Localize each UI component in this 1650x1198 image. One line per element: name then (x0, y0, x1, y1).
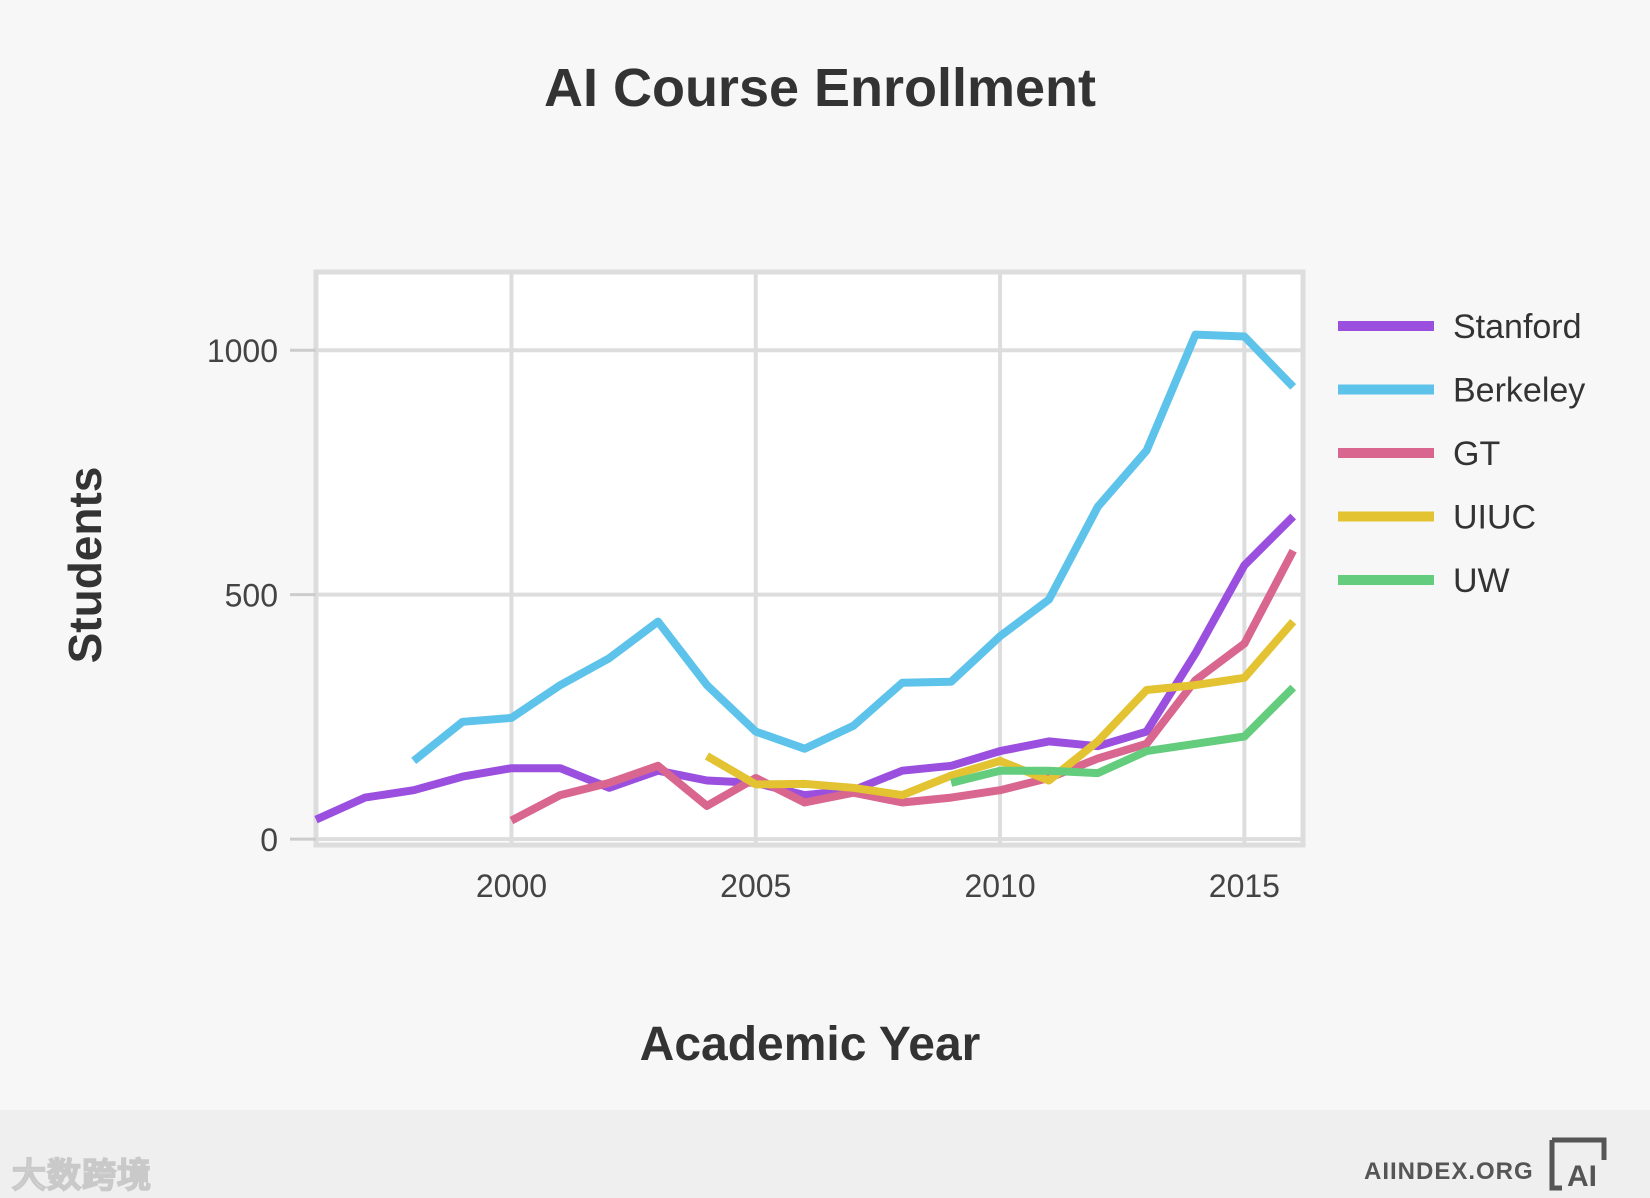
legend-label-uiuc: UIUC (1453, 499, 1536, 537)
legend: Stanford Berkeley GT UIUC UW (1338, 308, 1585, 600)
plot-area (313, 269, 1306, 848)
y-tick-label: 0 (260, 822, 278, 858)
x-tick-label: 2000 (476, 868, 547, 904)
x-tick-label: 2015 (1209, 868, 1280, 904)
x-axis-label: Academic Year (640, 1018, 981, 1071)
grid (316, 272, 1303, 845)
legend-label-gt: GT (1453, 435, 1500, 473)
aiindex-logo-icon: AI (1549, 1137, 1607, 1192)
watermark: 大数跨境 (11, 1148, 152, 1197)
legend-label-berkeley: Berkeley (1453, 372, 1585, 410)
legend-label-uw: UW (1453, 562, 1510, 600)
chart: AI Course Enrollment Students Academic Y… (59, 58, 1585, 1071)
series-line-gt (509, 548, 1297, 825)
series-lines (314, 330, 1297, 825)
x-tick-label: 2005 (720, 868, 791, 904)
series-line-stanford (314, 513, 1297, 824)
y-tick-label: 500 (225, 578, 278, 614)
legend-label-stanford: Stanford (1453, 308, 1582, 346)
watermark-text: 大数跨境 (11, 1155, 152, 1197)
y-axis-ticks: 0 500 1000 (207, 333, 316, 858)
x-tick-label: 2010 (964, 868, 1035, 904)
x-axis-ticks: 2000 2005 2010 2015 (476, 868, 1280, 904)
series-line-berkeley (411, 330, 1297, 765)
series-line-uw (950, 684, 1297, 787)
y-axis-label: Students (59, 467, 111, 664)
logo-text: AI (1567, 1160, 1597, 1192)
series-line-uiuc (704, 618, 1297, 800)
footer: 大数跨境 AIINDEX.ORG AI (0, 1110, 1650, 1198)
y-tick-label: 1000 (207, 333, 278, 369)
chart-title: AI Course Enrollment (544, 58, 1096, 118)
site-link[interactable]: AIINDEX.ORG (1364, 1158, 1534, 1185)
